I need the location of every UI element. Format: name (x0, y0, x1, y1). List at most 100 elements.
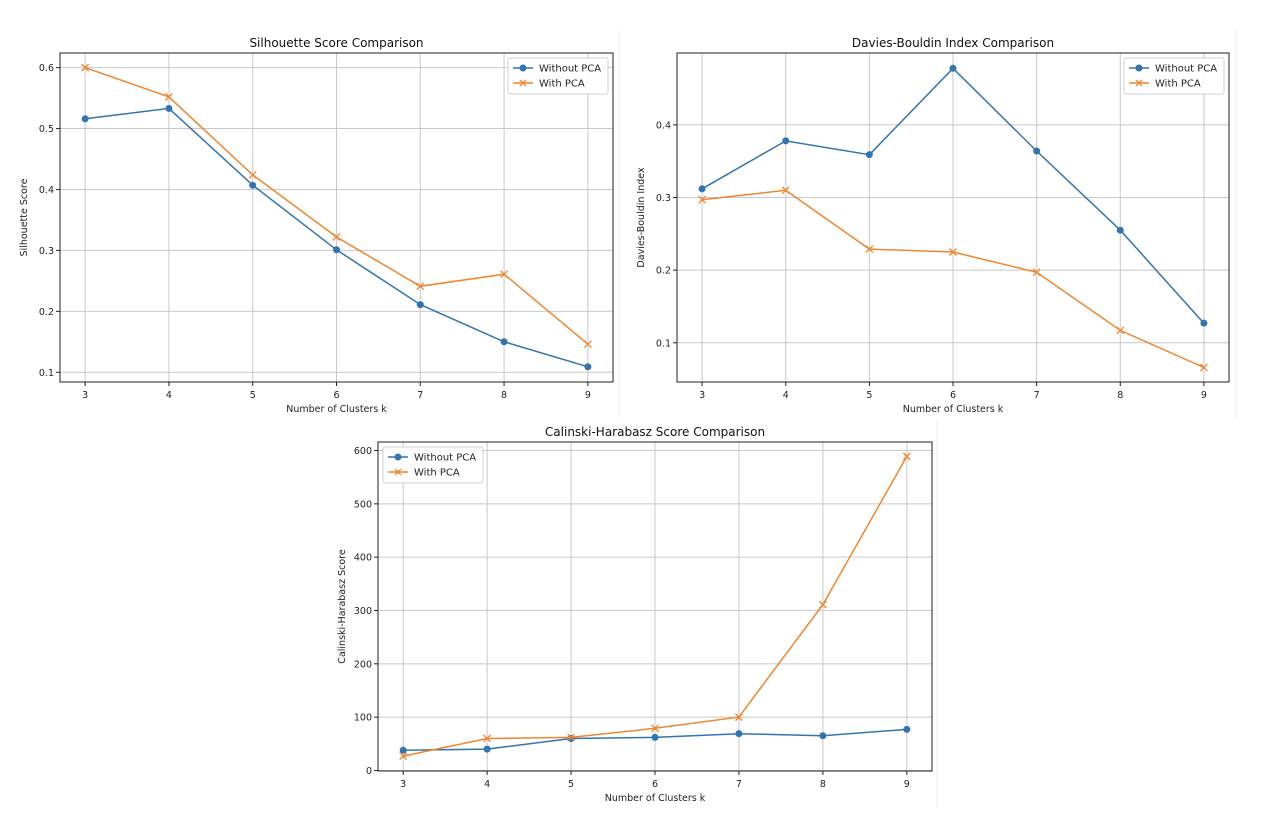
y-tick-label: 0.6 (39, 63, 54, 74)
data-point (1200, 319, 1208, 327)
y-tick-label: 500 (354, 499, 372, 510)
data-point (698, 185, 706, 193)
y-tick-label: 0.1 (39, 368, 54, 379)
y-axis-label: Calinski-Harabasz Score (337, 549, 348, 664)
y-tick-label: 400 (354, 553, 372, 564)
data-point (1033, 147, 1041, 155)
data-point (483, 745, 491, 753)
x-tick-label: 3 (82, 390, 88, 401)
data-point (1032, 268, 1041, 277)
data-point (781, 186, 790, 195)
x-tick-label: 8 (501, 390, 507, 401)
data-point (1116, 326, 1125, 335)
x-tick-label: 6 (950, 390, 956, 401)
chart-3: 3 4 5 6 7 8 9 0 100 200 300 400 500 600 Calinski-Harab… (337, 425, 933, 804)
legend-marker-circle (519, 64, 527, 72)
x-tick-label: 4 (783, 390, 789, 401)
legend-marker-x (394, 468, 402, 476)
chart-title: Silhouette Score Comparison (249, 36, 423, 50)
legend-box (507, 57, 609, 95)
data-point (399, 752, 408, 761)
chart-title: Davies-Bouldin Index Comparison (852, 36, 1054, 50)
x-axis-label: Number of Clusters k (903, 404, 1004, 415)
x-tick-label: 5 (568, 779, 574, 790)
legend-label: Without PCA (1155, 64, 1217, 75)
data-point (903, 725, 911, 733)
x-tick-label: 9 (904, 779, 910, 790)
y-axis-label: Davies-Bouldin Index (636, 167, 647, 268)
data-point (248, 170, 257, 179)
legend: Without PCA With PCA (507, 57, 609, 95)
x-tick-label: 9 (585, 390, 591, 401)
x-tick-label: 5 (866, 390, 872, 401)
x-tick-label: 7 (736, 779, 742, 790)
legend: Without PCA With PCA (1123, 57, 1225, 95)
y-tick-label: 0.4 (39, 185, 54, 196)
x-tick-label: 7 (1034, 390, 1040, 401)
legend-label: Without PCA (539, 64, 601, 75)
x-tick-label: 8 (1117, 390, 1123, 401)
data-point (949, 248, 957, 256)
data-point (165, 104, 173, 112)
axes-frame (377, 441, 933, 772)
legend-marker-x (1135, 79, 1143, 87)
data-point (249, 181, 257, 189)
legend-marker-x (519, 79, 527, 87)
y-tick-label: 0.3 (39, 246, 54, 257)
legend-label: With PCA (414, 468, 460, 479)
legend-label: With PCA (1155, 79, 1201, 90)
x-tick-label: 9 (1201, 390, 1207, 401)
data-point (698, 195, 707, 204)
chart-title: Calinski-Harabasz Score Comparison (545, 425, 765, 439)
data-point (865, 151, 873, 159)
y-tick-label: 0.2 (656, 266, 671, 277)
data-point (332, 233, 341, 241)
y-tick-label: 0 (366, 766, 372, 777)
y-tick-label: 0.2 (39, 307, 54, 318)
y-tick-label: 0.4 (656, 120, 671, 131)
x-tick-label: 6 (652, 779, 658, 790)
legend-label: With PCA (539, 79, 585, 90)
legend: Without PCA With PCA (382, 446, 484, 484)
data-point (399, 746, 407, 754)
x-tick-label: 6 (333, 390, 339, 401)
y-axis-label: Silhouette Score (19, 178, 30, 256)
data-point (818, 600, 827, 609)
data-point (567, 733, 576, 742)
data-point (583, 340, 592, 349)
data-point (782, 137, 790, 145)
x-axis-label: Number of Clusters k (286, 404, 387, 415)
legend-marker-circle (394, 453, 402, 461)
x-tick-label: 3 (699, 390, 705, 401)
data-point (483, 734, 492, 743)
x-tick-label: 3 (400, 779, 406, 790)
axes-frame (676, 52, 1230, 383)
data-point (865, 245, 874, 254)
data-point (1199, 363, 1208, 372)
data-point (164, 92, 173, 101)
x-tick-label: 8 (820, 779, 826, 790)
data-point (81, 63, 90, 72)
data-point (949, 64, 957, 72)
data-point (81, 115, 89, 123)
x-tick-label: 4 (484, 779, 490, 790)
data-point (500, 270, 509, 279)
legend-label: Without PCA (414, 453, 476, 464)
axes-frame (59, 52, 614, 383)
y-tick-label: 300 (354, 606, 372, 617)
y-tick-label: 0.3 (656, 193, 671, 204)
legend-box (382, 446, 484, 484)
data-point (416, 282, 425, 291)
data-point (333, 246, 340, 254)
y-tick-label: 0.1 (656, 338, 671, 349)
data-point (819, 732, 827, 740)
data-point (416, 301, 424, 309)
y-tick-label: 0.5 (39, 124, 54, 135)
chart-2: 3 4 5 6 7 8 9 0.1 0.2 0.3 0.4 Davies-Bouldin Index … (636, 36, 1230, 415)
legend-marker-circle (1135, 64, 1143, 72)
x-tick-label: 7 (417, 390, 423, 401)
data-point (735, 730, 743, 738)
data-point (651, 733, 659, 741)
legend-box (1123, 57, 1225, 95)
